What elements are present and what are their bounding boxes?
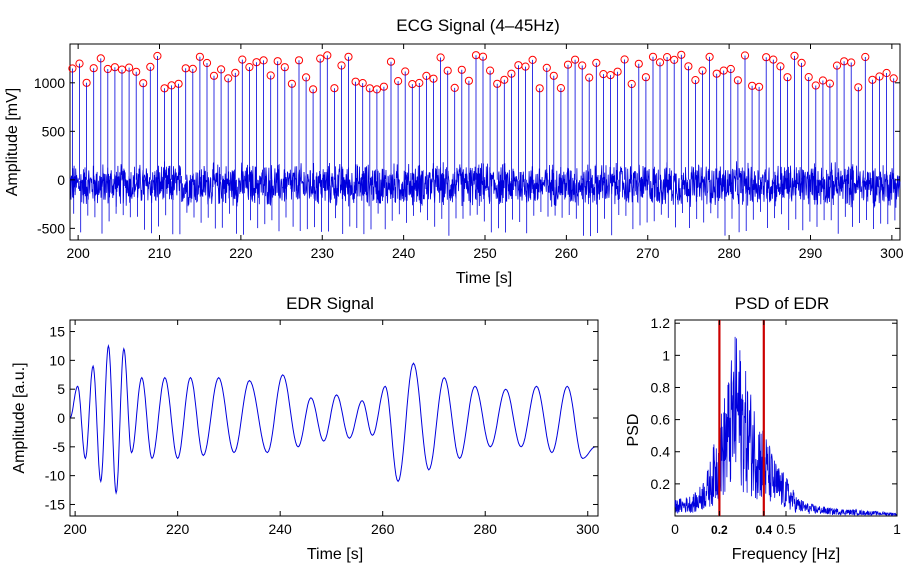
ecg-chart: ECG Signal (4–45Hz) 200 210 220 230 240 250 26…	[4, 16, 904, 287]
edr-axes: 200 220 240 260 280 300 -15 -10 -5 0 5 10 15	[45, 320, 600, 537]
psd-chart: PSD of EDR 0 0.2 0.4 0.5 1 0.2 0.4 0.6 0.8 1 1.2 F…	[625, 294, 901, 563]
edr-chart: EDR Signal 200 220 240 260 280 300 -15 -10 -5 0 5 1…	[11, 294, 600, 563]
ecg-x-tick-label: 230	[311, 245, 335, 261]
psd-x-tick-label: 0.5	[776, 521, 796, 537]
ecg-x-tick-label: 240	[392, 245, 416, 261]
ecg-axes: 200 210 220 230 240 250 260 270 280 290 300 -500 0 50…	[34, 44, 904, 261]
edr-x-tick-label: 260	[371, 521, 395, 537]
edr-y-label: Amplitude [a.u.]	[11, 362, 28, 473]
edr-x-tick-label: 200	[63, 521, 87, 537]
ecg-y-tick-label: -500	[37, 220, 65, 236]
psd-y-label: PSD	[625, 414, 642, 447]
edr-y-tick-label: 15	[49, 324, 65, 340]
psd-y-tick-label: 0.8	[651, 379, 671, 395]
edr-y-tick-label: 10	[49, 352, 65, 368]
edr-x-tick-label: 300	[576, 521, 600, 537]
edr-y-tick-label: -5	[53, 439, 66, 455]
edr-title: EDR Signal	[286, 294, 374, 313]
ecg-x-label: Time [s]	[456, 270, 512, 287]
psd-x-label: Frequency [Hz]	[732, 546, 840, 563]
ecg-x-tick-label: 300	[880, 245, 904, 261]
psd-spectrum-line	[674, 336, 898, 517]
psd-x-tick-label: 0.4	[755, 523, 772, 537]
ecg-plot-area	[69, 43, 901, 241]
ecg-y-tick-label: 500	[42, 123, 66, 139]
edr-plot-area	[69, 319, 599, 517]
edr-plot-content	[69, 343, 596, 495]
edr-x-tick-label: 280	[474, 521, 498, 537]
ecg-y-tick-label: 1000	[34, 75, 65, 91]
ecg-y-tick-label: 0	[57, 172, 65, 188]
psd-y-tick-label: 0.4	[651, 444, 671, 460]
edr-x-label: Time [s]	[307, 546, 363, 563]
edr-y-tick-label: -10	[45, 468, 65, 484]
ecg-x-tick-label: 290	[799, 245, 823, 261]
ecg-qrs-spikes	[72, 54, 896, 237]
ecg-x-tick-label: 220	[229, 245, 253, 261]
edr-x-tick-label: 240	[268, 521, 292, 537]
ecg-x-tick-label: 250	[473, 245, 497, 261]
psd-x-tick-label: 0.2	[711, 523, 728, 537]
ecg-y-label: Amplitude [mV]	[4, 88, 21, 196]
psd-y-tick-label: 0.6	[651, 412, 671, 428]
psd-plot-content	[674, 320, 898, 517]
ecg-title: ECG Signal (4–45Hz)	[396, 16, 559, 35]
edr-y-tick-label: 5	[57, 381, 65, 397]
psd-y-tick-label: 1	[662, 347, 670, 363]
ecg-x-tick-label: 280	[717, 245, 741, 261]
ecg-x-tick-label: 200	[66, 245, 90, 261]
ecg-x-tick-label: 270	[636, 245, 660, 261]
psd-x-tick-label: 1	[893, 521, 901, 537]
edr-signal-line	[69, 343, 596, 495]
edr-y-tick-label: -15	[45, 496, 65, 512]
ecg-x-tick-label: 210	[148, 245, 172, 261]
ecg-x-tick-label: 260	[555, 245, 579, 261]
psd-y-tick-label: 1.2	[651, 315, 671, 331]
edr-x-tick-label: 220	[166, 521, 190, 537]
edr-y-tick-label: 0	[57, 410, 65, 426]
psd-axes: 0 0.2 0.4 0.5 1 0.2 0.4 0.6 0.8 1 1.2	[651, 315, 902, 537]
psd-y-tick-label: 0.2	[651, 476, 671, 492]
psd-x-tick-label: 0	[671, 521, 679, 537]
psd-title: PSD of EDR	[735, 294, 829, 313]
ecg-plot-content	[68, 50, 901, 237]
